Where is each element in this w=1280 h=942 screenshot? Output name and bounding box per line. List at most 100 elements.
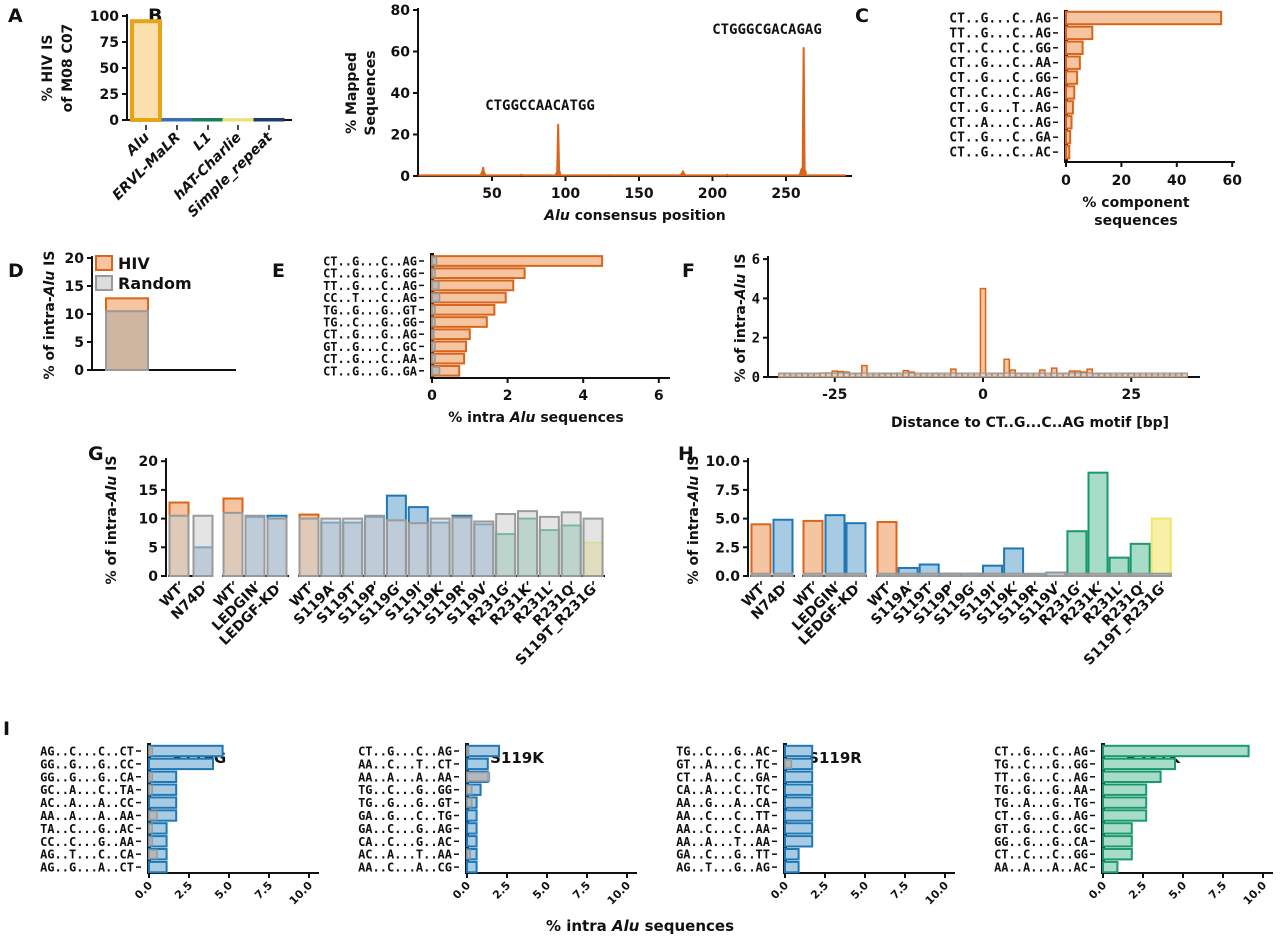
i-S119G-bar	[149, 785, 176, 795]
f-bar-random	[1010, 373, 1015, 377]
f-bar-random	[814, 373, 819, 377]
h-bar-random-R231G	[1067, 574, 1086, 576]
i-R231K-bar	[1103, 836, 1132, 846]
b-x-tick-label: 150	[624, 186, 653, 202]
f-bar-random	[1099, 373, 1104, 377]
h-bar-random-S119V	[1046, 573, 1065, 576]
i-S119K-x-tick-label: 7.5	[570, 879, 593, 902]
c-bar	[1066, 101, 1073, 113]
b-peak-point	[803, 47, 804, 48]
i-R231K-x-tick-label: 7.5	[1206, 879, 1229, 902]
i-R231K-bar	[1103, 797, 1146, 807]
i-S119R-bar	[785, 849, 799, 859]
e-random-bar	[432, 343, 435, 351]
i-S119R-category-label: AA..C...C..AA	[676, 822, 771, 836]
f-bar-random	[803, 373, 808, 377]
b-y-tick-label: 40	[391, 86, 411, 102]
f-bar-random	[986, 373, 991, 377]
i-S119K-random-bar	[467, 773, 489, 781]
h-bar-hiv-N74D	[774, 520, 793, 576]
panel-label-C: C	[855, 5, 869, 27]
c-bar	[1066, 86, 1074, 98]
a-bar-ERVL-MaLR	[163, 119, 191, 120]
f-y-label-part: Alu	[733, 274, 749, 301]
c-bar	[1066, 131, 1070, 143]
i-S119K-category-label: AA..A...A..AA	[358, 770, 453, 784]
g-y-label-part: Alu	[104, 476, 120, 503]
d-y-label-part: Alu	[42, 271, 58, 298]
c-category-label: CT..G...C..AC	[949, 146, 1051, 161]
g-bar-random-WT	[300, 519, 319, 576]
f-bar-random	[880, 373, 885, 377]
b-x-tick-label: 250	[771, 186, 800, 202]
c-x-label: sequences	[1094, 213, 1177, 229]
i-x-label: % intra Alu sequences	[546, 917, 734, 935]
b-y-tick-label: 60	[391, 45, 411, 61]
g-bar-random-S119P	[365, 516, 384, 576]
i-S119G-x-tick-label: 0.0	[132, 879, 155, 902]
i-S119K-category-label: TG..C...G..GG	[358, 783, 452, 797]
g-y-label: % of intra-Alu IS	[104, 456, 120, 585]
i-S119R-category-label: AA..A...T..AA	[676, 835, 771, 849]
b-peak-point	[805, 169, 806, 170]
f-bar-random	[1075, 373, 1080, 377]
h-y-tick-label: 0.0	[715, 569, 740, 585]
i-S119G-bar	[149, 862, 167, 872]
b-y-tick-label: 80	[391, 3, 411, 19]
b-series-line	[419, 47, 846, 175]
i-R231K-x-tick-label: 10.0	[1241, 879, 1270, 908]
i-S119K-category-label: GA..G...C..TG	[358, 809, 452, 823]
c-category-label: CT..C...C..GG	[949, 41, 1051, 56]
i-S119G-category-label: AC..A...A..CC	[40, 796, 134, 810]
f-bar-random	[1040, 373, 1045, 377]
i-S119R-bar	[785, 862, 799, 872]
b-y-tick-label: 0	[400, 169, 410, 185]
i-S119G-category-label: AG..C...C..CT	[40, 745, 134, 759]
i-S119G-category-label: AG..T...C..CA	[40, 848, 135, 862]
b-x-tick-label: 100	[551, 186, 580, 202]
f-bar-random	[838, 373, 843, 377]
f-bar-random	[1087, 373, 1092, 377]
i-S119K-bar	[467, 862, 477, 872]
f-bar-random	[844, 373, 849, 377]
d-legend-label: HIV	[118, 254, 150, 273]
i-S119K-bar	[467, 759, 488, 769]
f-bar-random	[1182, 373, 1187, 377]
i-S119R-random-bar	[785, 760, 791, 768]
e-bar	[432, 342, 466, 352]
i-R231K-category-label: AA..A...A..AC	[994, 861, 1088, 875]
i-S119K-random-bar	[467, 747, 469, 755]
panel-label-E: E	[272, 260, 285, 282]
i-R231K-x-tick-label: 0.0	[1086, 879, 1109, 902]
b-y-label: % Mapped	[344, 52, 360, 134]
e-x-tick-label: 6	[654, 388, 664, 404]
f-bar-random	[897, 373, 902, 377]
e-random-bar	[432, 257, 437, 265]
f-bar-random	[1170, 373, 1175, 377]
f-x-tick-label: -25	[822, 387, 847, 403]
h-y-tick-label: 7.5	[715, 483, 740, 499]
i-S119R-x-tick-label: 5.0	[848, 879, 871, 902]
d-legend-label: Random	[118, 274, 192, 293]
i-S119R-bar	[785, 810, 812, 820]
g-bar-random-S119G	[387, 520, 406, 576]
i-S119G-random-bar	[149, 824, 152, 832]
c-category-label: CT..G...C..AG	[949, 12, 1051, 27]
g-bar-random-R231K	[518, 511, 537, 576]
a-y-label: of M08 C07	[60, 24, 76, 113]
c-x-tick-label: 0	[1061, 173, 1071, 189]
d-y-label-part: IS	[42, 251, 58, 271]
d-y-tick-label: 10	[65, 307, 85, 323]
e-random-bar	[432, 294, 440, 302]
i-S119R-category-label: GT..A...C..TC	[676, 757, 770, 771]
b-x-label-part: Alu	[543, 208, 570, 224]
i-S119R-bar	[785, 785, 812, 795]
i-R231K-bar	[1103, 746, 1249, 756]
i-S119G-random-bar	[149, 850, 157, 858]
e-random-bar	[432, 318, 435, 326]
f-bar-random	[1063, 373, 1068, 377]
c-bar	[1066, 57, 1080, 69]
a-y-tick-label: 50	[100, 61, 120, 77]
i-S119G-bar	[149, 759, 213, 769]
